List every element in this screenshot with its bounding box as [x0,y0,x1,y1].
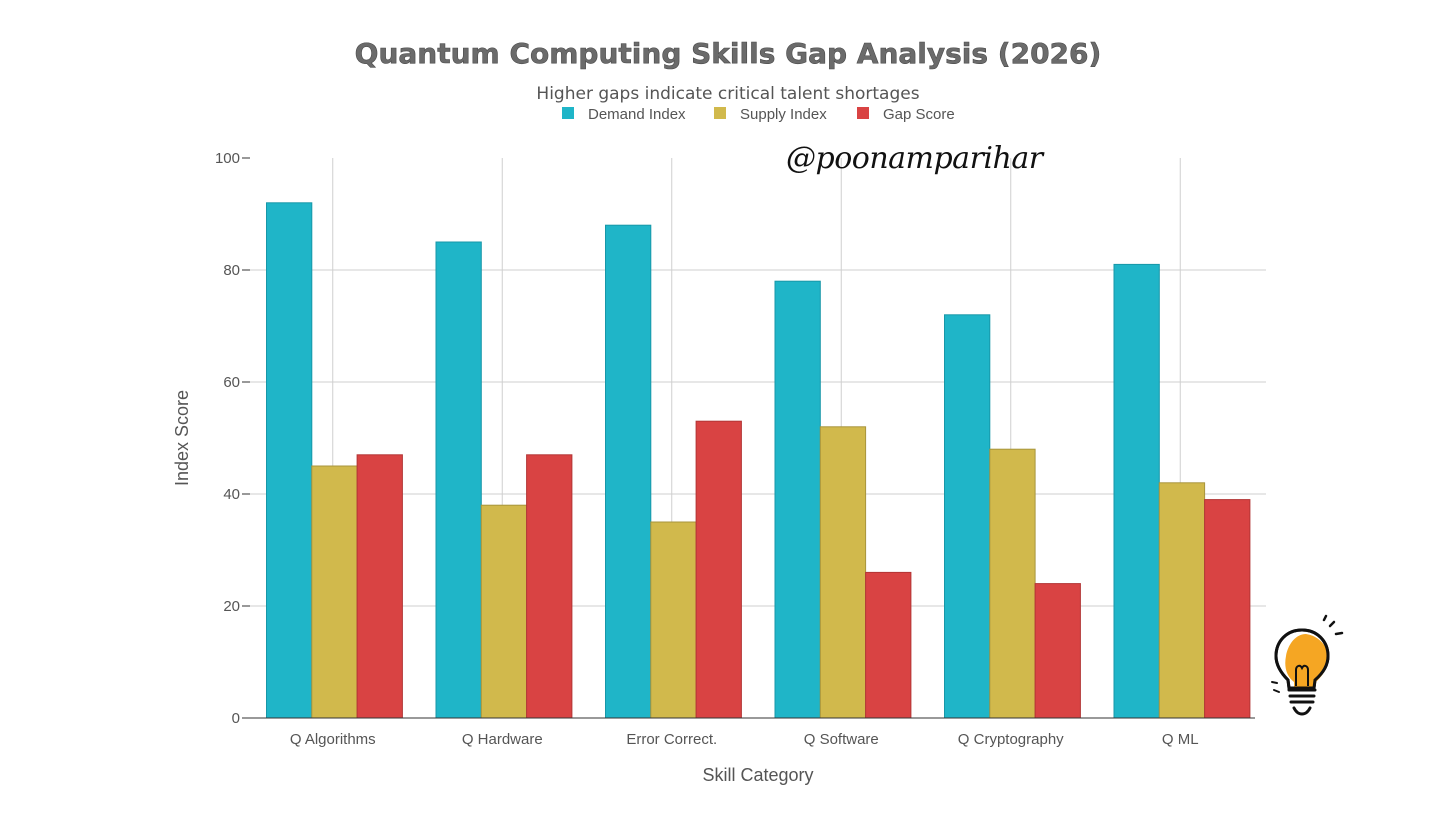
bar-supply-index-q-software [819,426,867,719]
chart-subtitle: Higher gaps indicate critical talent sho… [536,84,919,104]
y-tick-label: 80 [223,262,240,279]
bar-demand-index-q-algorithms [266,202,313,719]
watermark-signature: @poonamparihar [786,141,1045,176]
x-tick-label: Q Software [804,731,879,748]
legend: Demand Index Supply Index Gap Score [562,106,955,123]
bar-gap-score-q-cryptography [1034,583,1081,719]
bar-demand-index-q-ml [1113,263,1160,719]
bar-supply-index-q-hardware [480,504,528,719]
legend-label: Supply Index [740,106,827,123]
bar-demand-index-q-cryptography [944,314,991,719]
bar-supply-index-q-algorithms [311,465,358,719]
legend-swatch [857,107,869,119]
axes: 0 20 40 60 80 100 Q Algorithms Q Hardware Error … [215,150,1255,748]
legend-label: Demand Index [588,106,686,123]
bar-supply-index-error-correct [650,521,697,719]
x-tick-label: Q ML [1162,731,1199,748]
y-axis-title: Index Score [172,390,192,486]
bar-demand-index-error-correct [605,224,652,719]
bar-demand-index-q-software [774,280,821,719]
legend-label: Gap Score [883,106,955,123]
x-axis-title: Skill Category [702,765,813,785]
y-tick-label: 60 [223,374,240,391]
bar-gap-score-error-correct [695,420,742,719]
bar-gap-score-q-algorithms [356,454,403,719]
x-tick-label: Q Hardware [462,731,543,748]
bar-demand-index-q-hardware [435,241,482,719]
chart-title: Quantum Computing Skills Gap Analysis (2… [355,37,1102,70]
bars [266,202,1251,719]
legend-swatch [714,107,726,119]
bar-gap-score-q-software [865,571,912,719]
bar-gap-score-q-hardware [526,454,573,719]
y-tick-label: 0 [232,710,240,727]
y-tick-label: 100 [215,150,240,167]
bar-gap-score-q-ml [1204,499,1251,719]
x-tick-label: Q Algorithms [290,731,376,748]
x-tick-label: Q Cryptography [958,731,1064,748]
legend-swatch [562,107,574,119]
bar-supply-index-q-ml [1158,482,1206,719]
y-tick-label: 40 [223,486,240,503]
bar-supply-index-q-cryptography [989,448,1036,719]
lightbulb-icon [1271,614,1344,716]
x-tick-label: Error Correct. [626,731,717,748]
y-tick-label: 20 [223,598,240,615]
